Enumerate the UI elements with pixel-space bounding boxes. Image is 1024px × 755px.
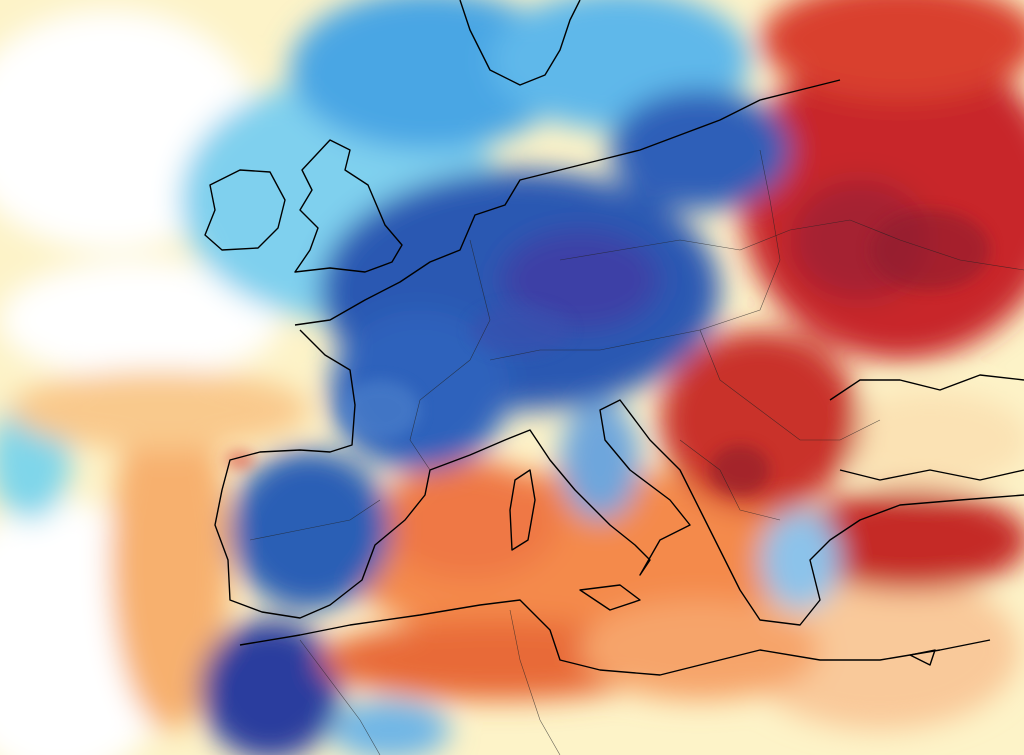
field-orange (10, 370, 310, 450)
field-red (790, 490, 1024, 590)
border (559, 229, 791, 261)
field-blue (200, 620, 340, 755)
coast-black-sea-north (829, 374, 1024, 401)
coast-africa (239, 599, 991, 676)
border (699, 329, 881, 441)
border (679, 439, 781, 521)
coast-britain (294, 139, 403, 273)
border (299, 639, 381, 755)
border (509, 609, 561, 755)
field-lightblue (330, 700, 450, 755)
coast-black-sea-south (839, 469, 1024, 481)
border (249, 499, 381, 541)
field-blue (610, 90, 790, 210)
field-orange (740, 570, 1020, 730)
field-detail (470, 305, 570, 355)
border (409, 239, 491, 471)
coast-north (294, 79, 841, 326)
coast-mediterranean (214, 329, 1024, 626)
coastlines (204, 0, 1024, 676)
coast-sicily (579, 584, 641, 611)
field-lightblue (760, 510, 840, 610)
field-pale (830, 390, 1024, 490)
borders (249, 149, 1024, 755)
field-detail (710, 445, 770, 495)
field-purple (500, 230, 660, 330)
field-orange (110, 390, 230, 730)
coast-corsica-sardinia (509, 469, 536, 551)
field-detail (340, 380, 420, 440)
field-orange (380, 460, 560, 580)
field-white (0, 260, 280, 380)
field-blue (230, 450, 390, 610)
field-lightblue (560, 400, 640, 520)
field-orange (580, 600, 820, 700)
field-red (760, 0, 1024, 100)
coast-ireland (204, 169, 286, 251)
border (789, 219, 1024, 271)
field-red (660, 330, 860, 510)
coast-scandinavia (459, 0, 581, 86)
coast-cyprus (909, 649, 936, 666)
